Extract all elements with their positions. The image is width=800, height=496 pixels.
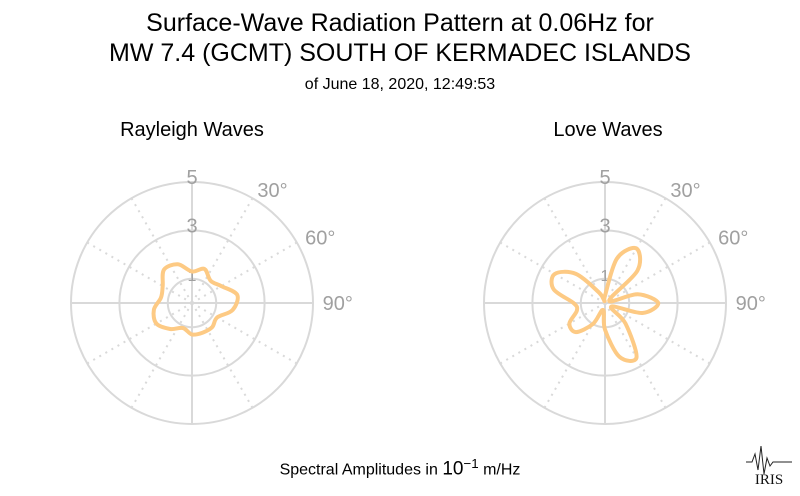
footer-power: 10 bbox=[442, 458, 464, 480]
footer-exponent: −1 bbox=[463, 456, 479, 471]
footer-prefix: Spectral Amplitudes in bbox=[279, 461, 443, 479]
seismogram-icon bbox=[746, 445, 792, 475]
angular-tick-label: 30° bbox=[670, 180, 700, 202]
radial-tick-label: 1 bbox=[188, 268, 197, 285]
footer-caption: Spectral Amplitudes in 10−1 m/Hz bbox=[0, 452, 800, 482]
chart-title-line2: MW 7.4 (GCMT) SOUTH OF KERMADEC ISLANDS bbox=[109, 39, 691, 67]
iris-logo-text: IRIS bbox=[755, 472, 783, 488]
radial-tick-label: 3 bbox=[599, 215, 610, 237]
angular-tick-label: 60° bbox=[305, 228, 335, 250]
rayleigh-subtitle: Rayleigh Waves bbox=[120, 119, 264, 141]
radial-tick-label: 5 bbox=[599, 167, 610, 189]
radial-tick-label: 1 bbox=[601, 268, 610, 285]
chart-title-date: of June 18, 2020, 12:49:53 bbox=[304, 76, 496, 93]
footer-unit: m/Hz bbox=[478, 461, 521, 479]
angular-tick-label: 60° bbox=[718, 228, 748, 250]
love-subtitle: Love Waves bbox=[553, 119, 663, 141]
iris-logo: IRIS bbox=[746, 445, 792, 488]
polar-charts: 1 3 5 30° 60° 90° 1 3 5 30° 60° 90° bbox=[70, 167, 766, 425]
angular-tick-label: 90° bbox=[323, 293, 353, 315]
angular-tick-label: 30° bbox=[257, 180, 287, 202]
radial-tick-label: 3 bbox=[186, 215, 197, 237]
chart-title-line1: Surface-Wave Radiation Pattern at 0.06Hz… bbox=[146, 9, 654, 37]
radial-tick-label: 5 bbox=[186, 167, 197, 189]
angular-tick-label: 90° bbox=[736, 293, 766, 315]
